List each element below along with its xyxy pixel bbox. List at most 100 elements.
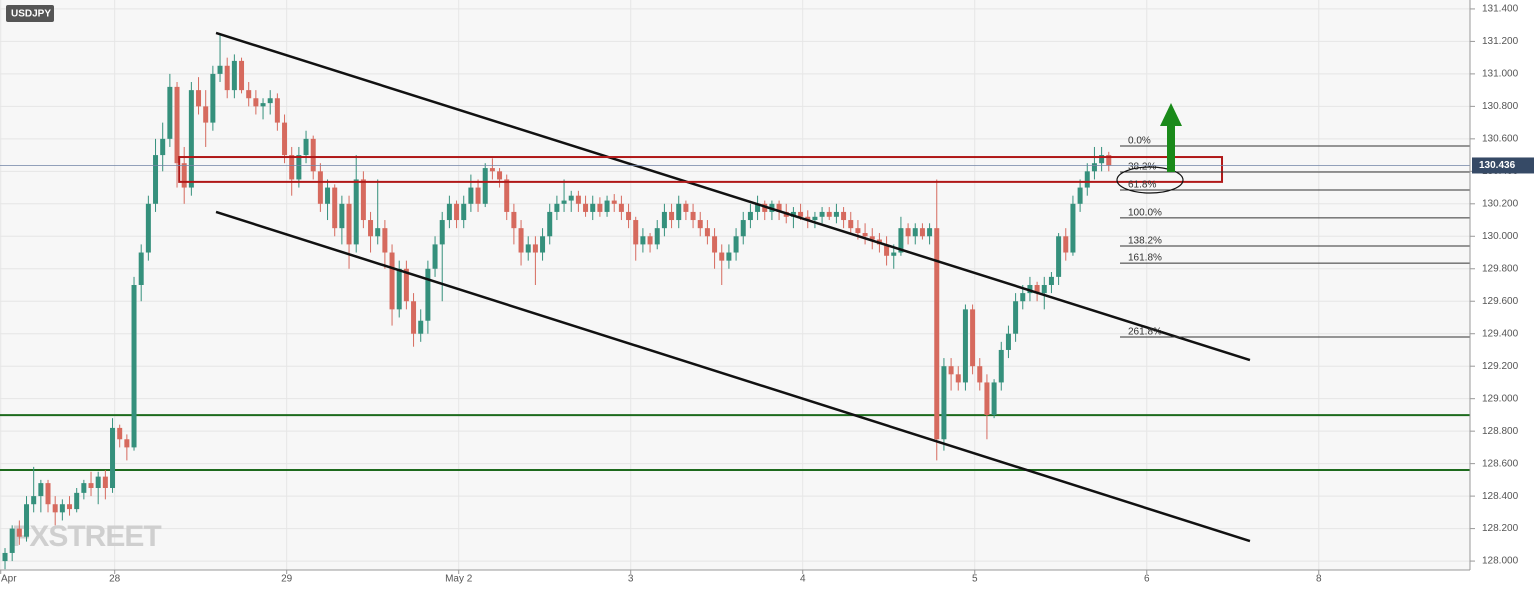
candle-body	[762, 203, 768, 212]
candle-body	[583, 203, 589, 212]
watermark: FXSTREET	[12, 520, 161, 553]
candle-body	[260, 103, 266, 107]
candle-body	[1013, 301, 1019, 334]
candle-body	[719, 252, 725, 261]
candle-body	[1106, 155, 1112, 166]
y-tick-label: 130.200	[1482, 198, 1519, 209]
candle-body	[962, 309, 968, 383]
candle-body	[1077, 187, 1083, 204]
trend-line	[215, 31, 1251, 362]
candle-body	[1091, 163, 1097, 172]
candle-body	[432, 244, 438, 269]
y-tick-label: 128.400	[1482, 491, 1519, 502]
candle-body	[984, 382, 990, 415]
y-tick-label: 130.800	[1482, 101, 1519, 112]
candle-body	[504, 179, 510, 212]
candle-body	[833, 211, 839, 217]
candle-body	[231, 60, 237, 91]
candle-body	[102, 476, 108, 488]
candle-body	[296, 155, 302, 180]
candle-body	[597, 203, 603, 212]
x-tick-label: 8	[1316, 574, 1322, 585]
x-tick-label: 4	[800, 574, 806, 585]
candle-body	[59, 504, 65, 513]
candle-body	[110, 427, 116, 488]
candle-body	[24, 504, 30, 537]
candle-body	[396, 268, 402, 310]
candle-body	[117, 427, 123, 440]
trend-line	[215, 210, 1251, 543]
y-tick-label: 128.600	[1482, 458, 1519, 469]
highlight-ellipse	[1116, 166, 1184, 194]
candle-body	[389, 252, 395, 310]
x-tick-label: 29	[281, 574, 293, 585]
candle-body	[196, 90, 202, 107]
x-tick-label: 3	[628, 574, 634, 585]
x-tick-label: 5	[972, 574, 978, 585]
candle-body	[425, 268, 431, 321]
candle-body	[532, 244, 538, 253]
current-price-label: 130.436	[1479, 160, 1516, 171]
candle-body	[461, 203, 467, 221]
candle-body	[841, 211, 847, 221]
candle-body	[998, 349, 1004, 383]
candle-body	[912, 228, 918, 237]
candle-body	[52, 504, 58, 513]
candle-body	[561, 200, 567, 204]
candle-body	[310, 138, 316, 172]
candle-body	[403, 268, 409, 302]
candle-body	[1027, 285, 1033, 294]
y-tick-label: 130.600	[1482, 133, 1519, 144]
candle-body	[927, 228, 933, 237]
candle-body	[153, 155, 159, 204]
candle-body	[776, 203, 782, 212]
candle-body	[224, 65, 230, 91]
y-tick-label: 128.200	[1482, 523, 1519, 534]
candle-body	[590, 203, 596, 212]
candle-body	[217, 65, 223, 74]
candle-body	[88, 483, 94, 488]
candle-body	[317, 171, 323, 204]
x-tick-label: Apr	[1, 574, 17, 585]
candle-body	[647, 236, 653, 245]
candle-body	[884, 244, 890, 256]
candle-body	[970, 309, 976, 367]
candle-body	[267, 98, 273, 104]
candle-body	[805, 216, 811, 221]
plot-background	[0, 0, 1470, 570]
candle-body	[375, 228, 381, 237]
candle-body	[1063, 236, 1069, 253]
candle-body	[468, 187, 474, 204]
candle-body	[282, 122, 288, 156]
candle-body	[167, 86, 173, 139]
candle-body	[482, 168, 488, 204]
candle-body	[733, 236, 739, 253]
candle-body	[676, 203, 682, 221]
candle-body	[554, 203, 560, 212]
candle-body	[138, 252, 144, 285]
up-arrow	[1160, 103, 1182, 172]
resistance-zone	[178, 156, 1224, 183]
candle-body	[611, 200, 617, 204]
candle-body	[339, 203, 345, 229]
candle-body	[934, 228, 940, 440]
candle-body	[81, 483, 87, 493]
candle-body	[454, 203, 460, 221]
candle-body	[332, 187, 338, 229]
candle-body	[1005, 333, 1011, 350]
candle-body	[303, 138, 309, 156]
candle-body	[575, 195, 581, 204]
candle-body	[246, 90, 252, 99]
candle-body	[898, 228, 904, 253]
candle-body	[160, 138, 166, 156]
candle-body	[798, 211, 804, 217]
candle-body	[181, 163, 187, 188]
candle-body	[948, 366, 954, 375]
candle-body	[497, 171, 503, 180]
candle-body	[1070, 203, 1076, 253]
candle-body	[475, 187, 481, 204]
fib-label: 138.2%	[1128, 236, 1162, 247]
candle-body	[826, 211, 832, 217]
